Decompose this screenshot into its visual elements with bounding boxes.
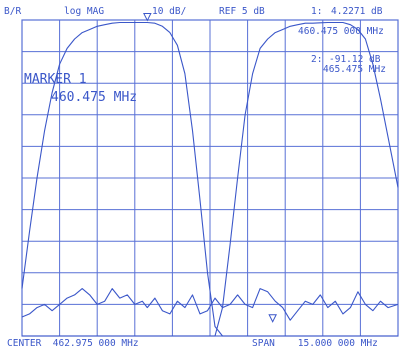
- marker2-readout-freq: 465.475 MHz: [323, 64, 386, 75]
- channel-label: B/R: [4, 6, 21, 17]
- highband-filter-trace: [22, 21, 399, 337]
- lowband-filter-trace: [21, 21, 398, 337]
- center-frequency-label: CENTER 462.975 000 MHz: [7, 338, 139, 348]
- graticule: [21, 19, 399, 337]
- marker-group: [143, 12, 277, 323]
- format-label: log MAG: [64, 6, 104, 17]
- scale-label: 10 dB/: [152, 6, 186, 17]
- marker-box-freq: 460.475 MHz: [51, 90, 137, 105]
- trace-group: [21, 21, 399, 337]
- marker2-readout-value: -91.12 dB: [329, 54, 381, 65]
- marker-2-point: [268, 314, 277, 323]
- marker2-readout-label: 2:: [311, 54, 322, 65]
- marker1-readout-label: 1:: [311, 6, 322, 17]
- marker1-readout-freq: 460.475 000 MHz: [298, 26, 384, 37]
- span-label: SPAN 15.000 000 MHz: [252, 338, 378, 348]
- marker-1-point: [143, 12, 152, 22]
- noise-floor-trace: [21, 288, 399, 321]
- marker1-readout-value: 4.2271 dB: [331, 6, 383, 17]
- marker-box-title: MARKER 1: [24, 72, 87, 87]
- reference-label: REF 5 dB: [219, 6, 265, 17]
